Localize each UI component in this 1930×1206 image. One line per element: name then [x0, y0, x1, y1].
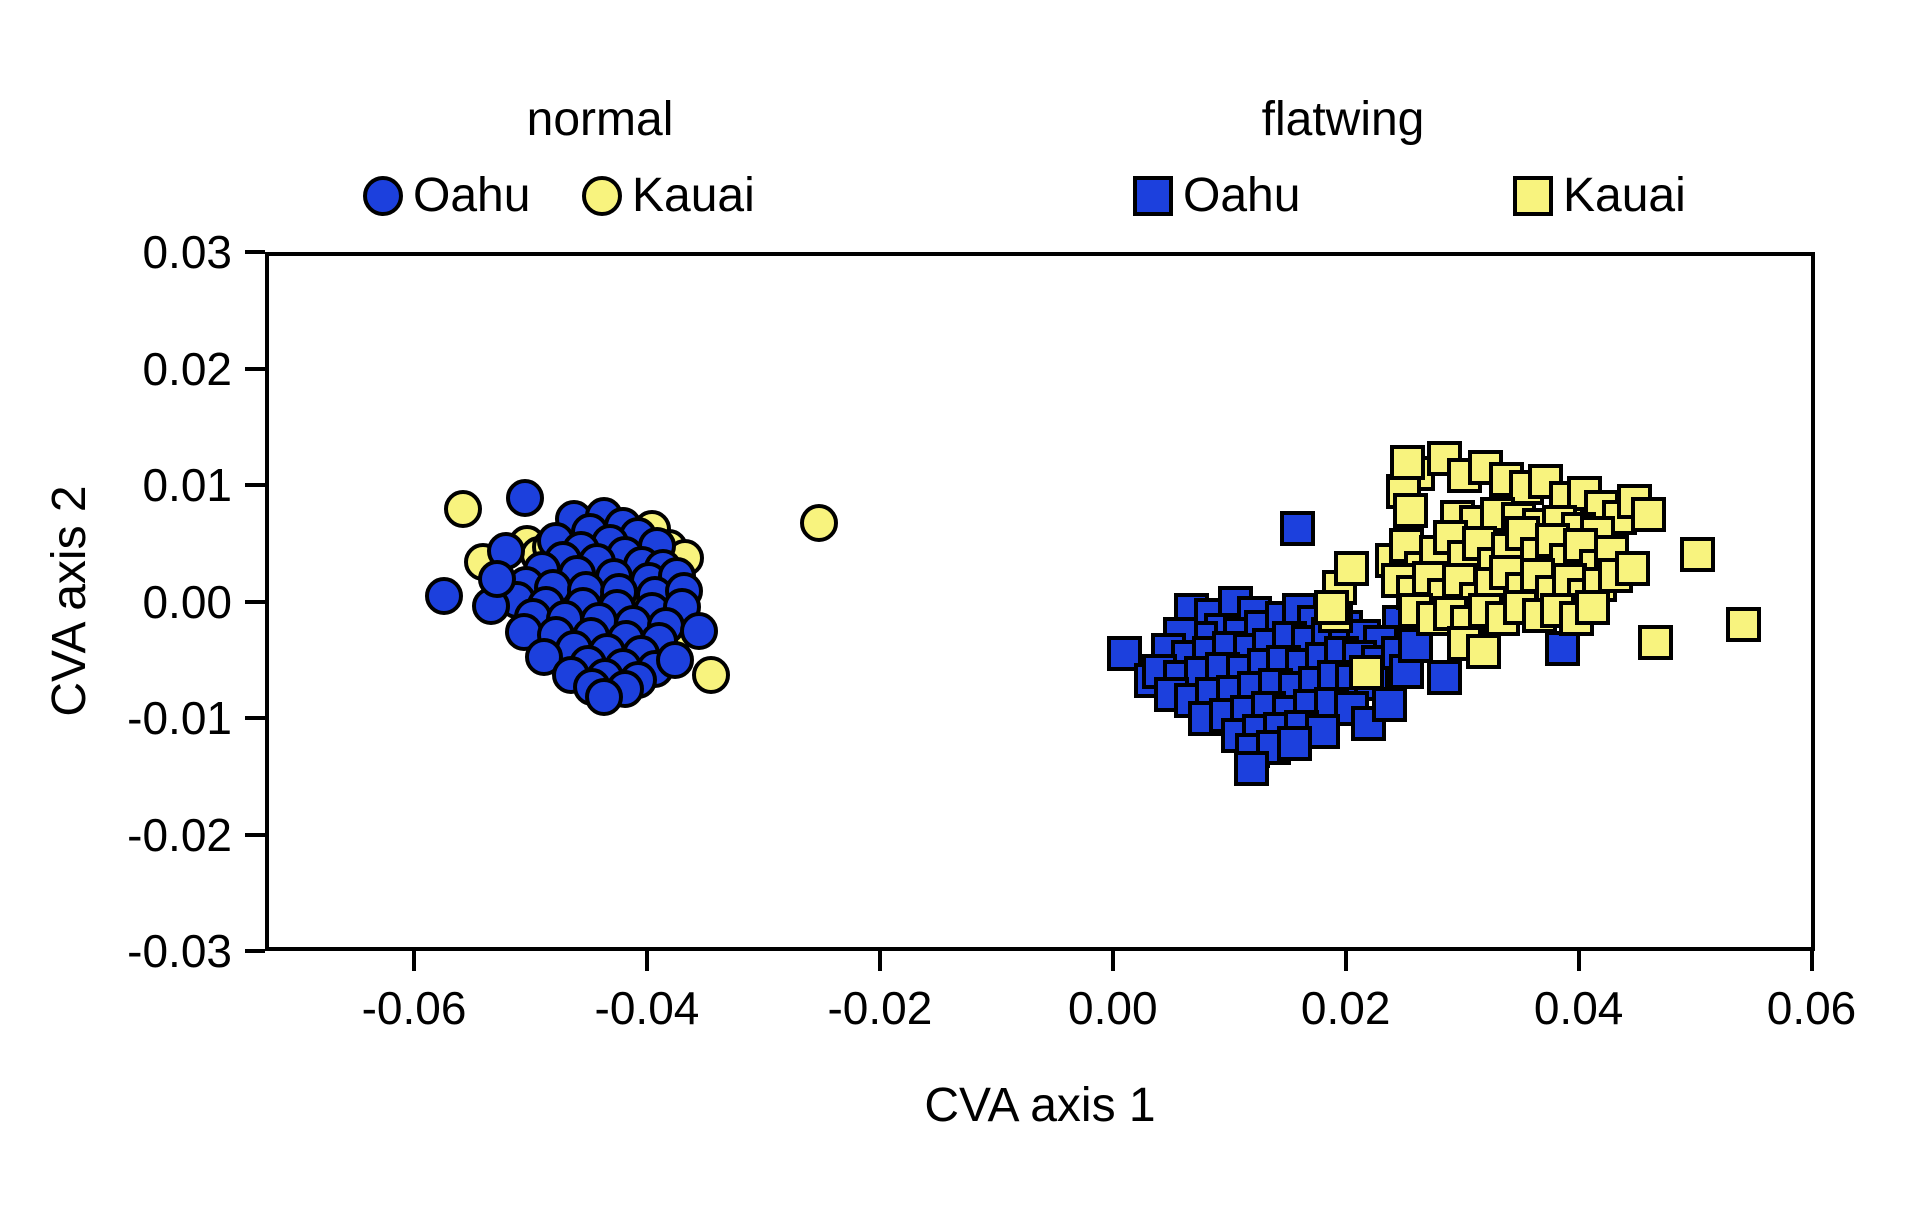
- x-tick-label: -0.02: [827, 982, 933, 1034]
- data-point-normal-kauai: [800, 504, 839, 543]
- y-axis-tick: [245, 599, 265, 604]
- data-point-flatwing-oahu: [1372, 686, 1408, 722]
- legend-item-normal-oahu: Oahu: [363, 172, 530, 220]
- data-point-flatwing-oahu: [1233, 750, 1269, 786]
- data-point-normal-oahu: [584, 678, 623, 717]
- circle-marker-icon: [582, 176, 622, 216]
- data-point-normal-kauai: [443, 490, 482, 529]
- y-axis-tick: [245, 716, 265, 720]
- data-point-flatwing-oahu: [1544, 630, 1580, 666]
- x-tick-label: 0.06: [1766, 982, 1857, 1034]
- data-point-flatwing-kauai: [1679, 537, 1715, 573]
- x-axis-tick: [412, 951, 417, 971]
- x-axis-tick: [1343, 951, 1348, 971]
- legend-label: Kauai: [1563, 169, 1686, 222]
- square-marker-icon: [1133, 176, 1173, 216]
- x-axis-title: CVA axis 1: [924, 1079, 1156, 1132]
- x-tick-label: -0.06: [361, 982, 467, 1034]
- y-tick-label: 0.01: [142, 459, 232, 511]
- y-tick-label: 0.03: [142, 226, 232, 278]
- x-axis-tick: [1809, 951, 1814, 971]
- y-tick-label: -0.02: [127, 808, 232, 861]
- y-axis-tick: [245, 483, 265, 487]
- x-tick-label: 0.02: [1300, 982, 1391, 1034]
- legend-label: Kauai: [632, 169, 755, 222]
- data-point-normal-oahu: [505, 478, 544, 517]
- y-tick-label: -0.03: [127, 925, 232, 977]
- y-axis-tick: [245, 949, 265, 953]
- data-point-flatwing-kauai: [1630, 496, 1666, 532]
- data-point-normal-oahu: [680, 611, 719, 650]
- y-axis-tick: [245, 832, 265, 837]
- y-axis-tick: [245, 366, 265, 371]
- legend-item-normal-kauai: Kauai: [582, 172, 755, 220]
- data-point-flatwing-kauai: [1314, 589, 1350, 625]
- legend-group-title-flatwing: flatwing: [1261, 93, 1425, 146]
- x-tick-label: -0.04: [594, 982, 700, 1034]
- data-point-flatwing-kauai: [1349, 655, 1385, 691]
- data-point-flatwing-kauai: [1393, 493, 1429, 529]
- x-axis-tick: [1110, 951, 1115, 971]
- x-axis-tick: [877, 951, 882, 971]
- y-axis-title: CVA axis 2: [43, 485, 96, 717]
- x-axis-tick: [1576, 951, 1581, 971]
- x-tick-label: 0.04: [1533, 982, 1624, 1034]
- data-point-flatwing-kauai: [1637, 624, 1673, 660]
- legend-item-flatwing-oahu: Oahu: [1133, 172, 1300, 220]
- data-point-flatwing-kauai: [1726, 607, 1762, 643]
- legend-label: Oahu: [413, 169, 531, 222]
- data-point-normal-oahu: [655, 640, 694, 679]
- data-point-flatwing-kauai: [1575, 589, 1611, 625]
- data-point-flatwing-oahu: [1427, 659, 1463, 695]
- y-tick-label: -0.01: [127, 692, 232, 744]
- data-point-flatwing-oahu: [1280, 510, 1316, 546]
- data-point-flatwing-kauai: [1389, 445, 1425, 481]
- x-tick-label: 0.00: [1068, 982, 1158, 1034]
- legend-label: Oahu: [1183, 169, 1301, 222]
- y-tick-label: 0.00: [142, 575, 232, 628]
- legend-item-flatwing-kauai: Kauai: [1513, 172, 1686, 220]
- data-point-normal-oahu: [477, 560, 516, 599]
- data-point-flatwing-kauai: [1614, 551, 1650, 587]
- data-point-flatwing-oahu: [1276, 726, 1312, 762]
- circle-marker-icon: [363, 176, 403, 216]
- square-marker-icon: [1513, 176, 1553, 216]
- x-axis-tick: [644, 951, 649, 971]
- data-point-flatwing-kauai: [1465, 634, 1501, 670]
- y-axis-tick: [245, 250, 265, 254]
- data-point-flatwing-kauai: [1334, 551, 1369, 587]
- y-tick-label: 0.02: [142, 342, 232, 395]
- data-point-normal-kauai: [692, 655, 731, 694]
- legend-group-title-normal: normal: [526, 93, 674, 146]
- data-point-normal-oahu: [425, 576, 464, 615]
